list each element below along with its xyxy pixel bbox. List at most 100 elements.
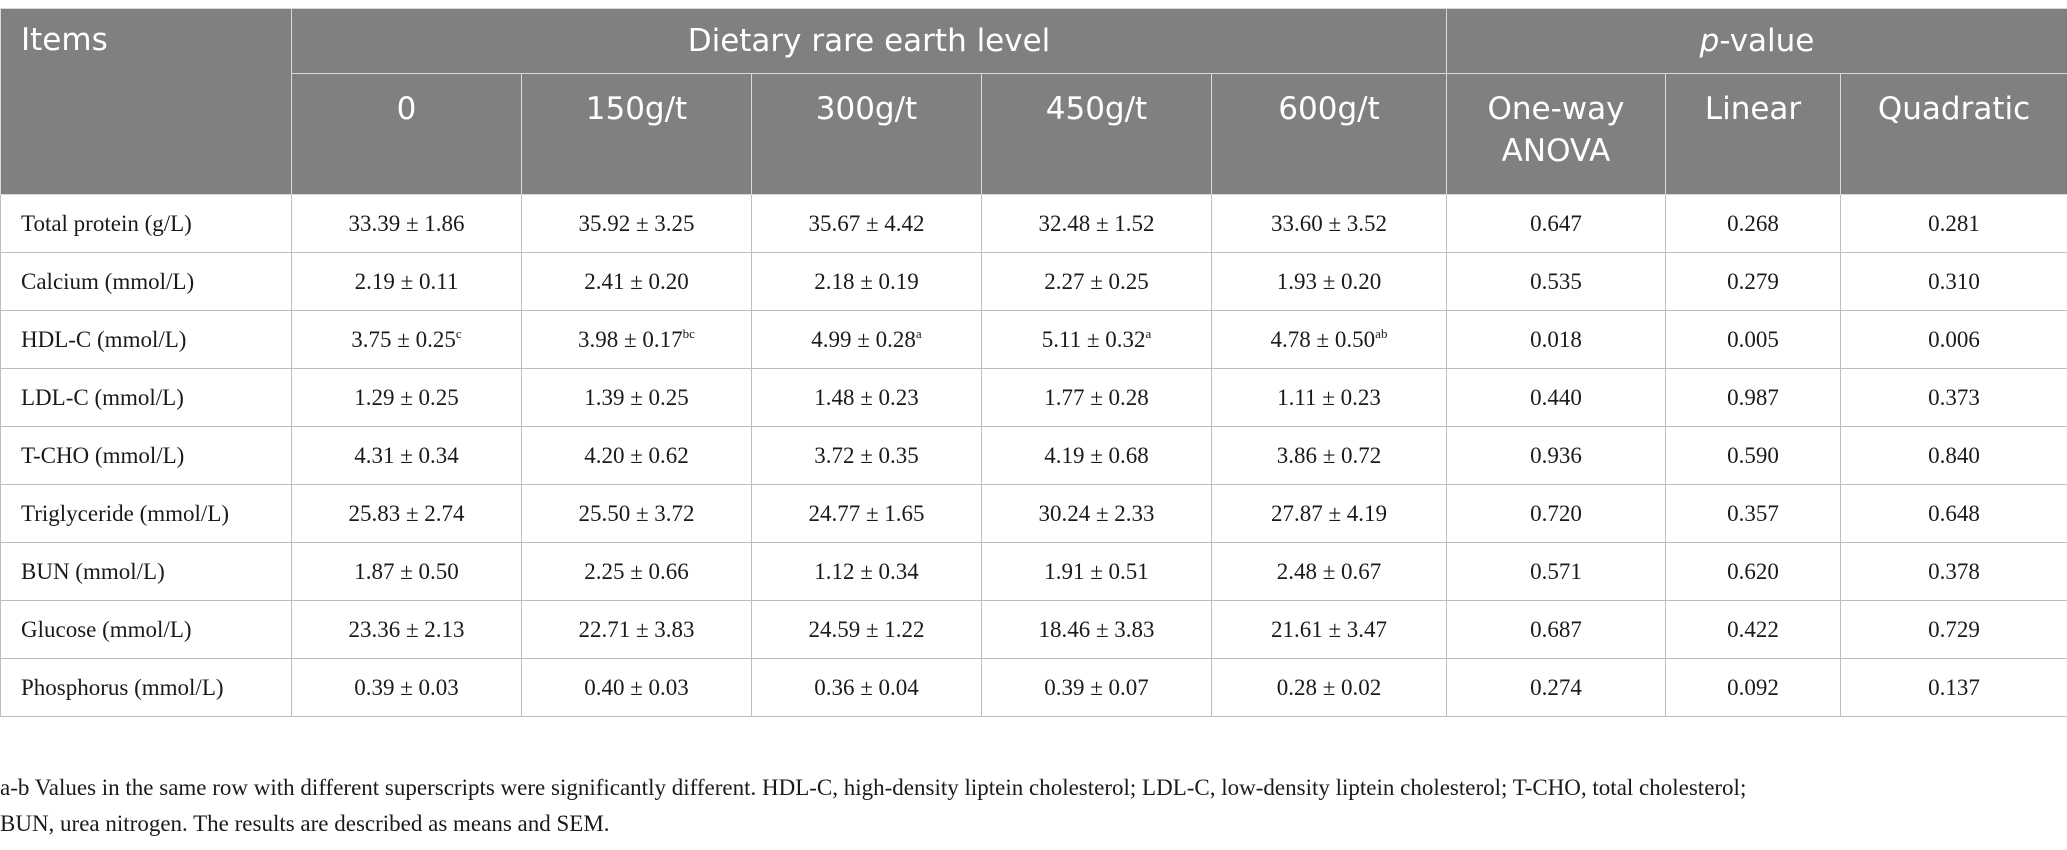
p-value-cell: 0.647 [1446,194,1667,253]
value-cell: 1.48 ± 0.23 [751,368,982,427]
value-cell: 2.48 ± 0.67 [1210,542,1448,601]
row-item-label: LDL-C (mmol/L) [0,368,292,427]
p-value-cell: 0.092 [1665,658,1842,717]
value-cell: 32.48 ± 1.52 [981,194,1212,253]
significance-superscript: ab [1375,325,1388,341]
mean-sem-value: 32.48 ± 1.52 [1038,210,1155,236]
mean-sem-value: 22.71 ± 3.83 [578,616,695,642]
table-footnote: a-b Values in the same row with differen… [0,770,2050,842]
p-value-cell: 0.137 [1840,658,2067,717]
value-cell: 25.83 ± 2.74 [291,484,522,543]
p-value-cell: 0.310 [1840,252,2067,311]
mean-sem-value: 25.83 ± 2.74 [348,500,465,526]
p-value-cell: 0.720 [1446,484,1667,543]
mean-sem-value: 1.11 ± 0.23 [1277,384,1381,410]
value-cell: 3.86 ± 0.72 [1210,426,1448,485]
value-cell: 0.40 ± 0.03 [521,658,752,717]
mean-sem-value: 2.41 ± 0.20 [584,268,689,294]
level-header-3: 450g/t [981,73,1212,195]
mean-sem-value: 1.93 ± 0.20 [1276,268,1382,294]
value-cell: 1.91 ± 0.51 [981,542,1212,601]
mean-sem-value: 23.36 ± 2.13 [348,616,465,642]
level-header-0: 0 [291,73,522,195]
p-value-cell: 0.005 [1665,310,1842,369]
value-cell: 35.92 ± 3.25 [521,194,752,253]
value-cell: 3.98 ± 0.17bc [521,310,752,369]
mean-sem-value: 0.36 ± 0.04 [814,674,919,700]
data-table-container: Items Dietary rare earth level p-value 0… [0,8,2067,717]
p-value-suffix: -value [1719,23,1815,59]
serum-biochemistry-table: Items Dietary rare earth level p-value 0… [0,8,2067,717]
dietary-level-group-header: Dietary rare earth level [290,8,1448,74]
value-cell: 4.19 ± 0.68 [981,426,1212,485]
value-cell: 4.31 ± 0.34 [291,426,522,485]
value-cell: 1.77 ± 0.28 [981,368,1212,427]
table-row: LDL-C (mmol/L) 1.29 ± 0.25 1.39 ± 0.25 1.48… [0,368,2067,427]
value-cell: 4.20 ± 0.62 [521,426,752,485]
p-value-cell: 0.840 [1840,426,2067,485]
value-cell: 1.87 ± 0.50 [291,542,522,601]
row-item-label: T-CHO (mmol/L) [0,426,292,485]
value-cell: 0.39 ± 0.03 [291,658,522,717]
mean-sem-value: 4.78 ± 0.50 [1270,326,1376,352]
p-value-cell: 0.571 [1446,542,1667,601]
mean-sem-value: 4.99 ± 0.28 [811,326,916,352]
p-value-cell: 0.422 [1665,600,1842,659]
table-header: Items Dietary rare earth level p-value 0… [0,8,2067,195]
mean-sem-value: 2.25 ± 0.66 [584,558,689,584]
p-value-cell: 0.373 [1840,368,2067,427]
p-value-cell: 0.729 [1840,600,2067,659]
table-row: T-CHO (mmol/L) 4.31 ± 0.34 4.20 ± 0.62 3.72… [0,426,2067,485]
mean-sem-value: 1.12 ± 0.34 [814,558,919,584]
mean-sem-value: 2.18 ± 0.19 [814,268,919,294]
table-row: Glucose (mmol/L) 23.36 ± 2.13 22.71 ± 3.83… [0,600,2067,659]
mean-sem-value: 1.91 ± 0.51 [1044,558,1149,584]
table-row: Total protein (g/L) 33.39 ± 1.86 35.92 ± 3… [0,194,2067,253]
value-cell: 2.18 ± 0.19 [751,252,982,311]
mean-sem-value: 1.87 ± 0.50 [354,558,459,584]
value-cell: 25.50 ± 3.72 [521,484,752,543]
p-value-cell: 0.274 [1446,658,1667,717]
mean-sem-value: 2.19 ± 0.11 [354,268,459,294]
mean-sem-value: 18.46 ± 3.83 [1038,616,1155,642]
p-value-cell: 0.648 [1840,484,2067,543]
mean-sem-value: 35.67 ± 4.42 [808,210,925,236]
p-symbol: p [1699,23,1720,59]
mean-sem-value: 0.39 ± 0.07 [1044,674,1149,700]
value-cell: 33.39 ± 1.86 [291,194,522,253]
test-header-line1: Quadratic [1877,91,2031,127]
test-header-line1: Linear [1704,91,1802,127]
value-cell: 2.27 ± 0.25 [981,252,1212,311]
mean-sem-value: 33.60 ± 3.52 [1270,210,1388,236]
row-item-label: HDL-C (mmol/L) [0,310,292,369]
value-cell: 18.46 ± 3.83 [981,600,1212,659]
row-item-label: Glucose (mmol/L) [0,600,292,659]
mean-sem-value: 2.27 ± 0.25 [1044,268,1149,294]
level-header-4: 600g/t [1210,73,1448,195]
value-cell: 1.11 ± 0.23 [1210,368,1448,427]
value-cell: 24.59 ± 1.22 [751,600,982,659]
footnote-line-1: a-b Values in the same row with differen… [0,775,1747,800]
mean-sem-value: 2.48 ± 0.67 [1276,558,1382,584]
p-value-cell: 0.357 [1665,484,1842,543]
value-cell: 1.29 ± 0.25 [291,368,522,427]
value-cell: 4.99 ± 0.28a [751,310,982,369]
p-value-cell: 0.018 [1446,310,1667,369]
value-cell: 4.78 ± 0.50ab [1210,310,1448,369]
mean-sem-value: 4.19 ± 0.68 [1044,442,1149,468]
row-item-label: Total protein (g/L) [0,194,292,253]
footnote-line-2: BUN, urea nitrogen. The results are desc… [0,811,610,836]
mean-sem-value: 1.77 ± 0.28 [1044,384,1149,410]
p-value-cell: 0.279 [1665,252,1842,311]
mean-sem-value: 1.39 ± 0.25 [584,384,689,410]
p-value-cell: 0.378 [1840,542,2067,601]
p-value-cell: 0.535 [1446,252,1667,311]
significance-superscript: a [1145,325,1152,341]
mean-sem-value: 3.75 ± 0.25 [351,326,456,352]
table-row: Phosphorus (mmol/L) 0.39 ± 0.03 0.40 ± 0.0… [0,658,2067,717]
mean-sem-value: 0.40 ± 0.03 [584,674,689,700]
value-cell: 3.75 ± 0.25c [291,310,522,369]
value-cell: 21.61 ± 3.47 [1210,600,1448,659]
items-column-header: Items [0,8,292,195]
mean-sem-value: 25.50 ± 3.72 [578,500,695,526]
